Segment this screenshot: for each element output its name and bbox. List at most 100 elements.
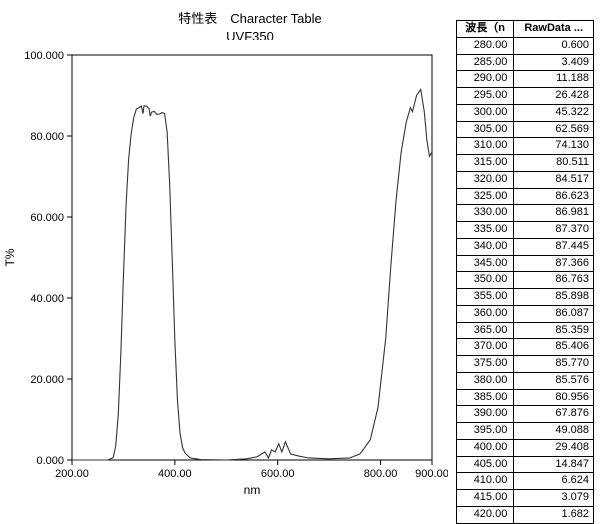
svg-text:200.00: 200.00 <box>55 468 89 480</box>
cell-wavelength: 370.00 <box>457 339 514 356</box>
cell-wavelength: 345.00 <box>457 255 514 272</box>
cell-wavelength: 385.00 <box>457 389 514 406</box>
table-row: 295.0026.428 <box>457 88 594 105</box>
table-row: 390.0067.876 <box>457 406 594 423</box>
cell-rawdata: 80.956 <box>514 389 594 406</box>
cell-wavelength: 365.00 <box>457 322 514 339</box>
cell-rawdata: 11.188 <box>514 71 594 88</box>
cell-wavelength: 415.00 <box>457 490 514 507</box>
cell-rawdata: 86.087 <box>514 305 594 322</box>
table-row: 320.0084.517 <box>457 171 594 188</box>
cell-wavelength: 380.00 <box>457 372 514 389</box>
cell-rawdata: 45.322 <box>514 104 594 121</box>
table-row: 365.0085.359 <box>457 322 594 339</box>
cell-wavelength: 390.00 <box>457 406 514 423</box>
cell-wavelength: 335.00 <box>457 222 514 239</box>
cell-rawdata: 85.898 <box>514 289 594 306</box>
table-row: 405.0014.847 <box>457 456 594 473</box>
cell-rawdata: 85.576 <box>514 372 594 389</box>
svg-text:20.000: 20.000 <box>30 374 64 386</box>
cell-wavelength: 355.00 <box>457 289 514 306</box>
table-row: 280.000.600 <box>457 37 594 54</box>
transmission-chart: 0.00020.00040.00060.00080.000100.000200.… <box>0 40 448 500</box>
cell-rawdata: 85.406 <box>514 339 594 356</box>
cell-rawdata: 14.847 <box>514 456 594 473</box>
cell-rawdata: 87.366 <box>514 255 594 272</box>
svg-text:nm: nm <box>244 483 261 497</box>
cell-rawdata: 86.623 <box>514 188 594 205</box>
cell-wavelength: 360.00 <box>457 305 514 322</box>
cell-wavelength: 315.00 <box>457 155 514 172</box>
cell-rawdata: 0.600 <box>514 37 594 54</box>
data-table: 波長（n RawData ... 280.000.600285.003.4092… <box>456 20 594 524</box>
table-row: 415.003.079 <box>457 490 594 507</box>
cell-wavelength: 290.00 <box>457 71 514 88</box>
svg-text:400.00: 400.00 <box>158 468 192 480</box>
cell-wavelength: 410.00 <box>457 473 514 490</box>
table-row: 355.0085.898 <box>457 289 594 306</box>
table-row: 375.0085.770 <box>457 356 594 373</box>
cell-wavelength: 305.00 <box>457 121 514 138</box>
table-row: 345.0087.366 <box>457 255 594 272</box>
cell-rawdata: 49.088 <box>514 423 594 440</box>
cell-rawdata: 26.428 <box>514 88 594 105</box>
title-line1: 特性表 Character Table <box>150 8 350 27</box>
table-row: 395.0049.088 <box>457 423 594 440</box>
cell-rawdata: 67.876 <box>514 406 594 423</box>
cell-rawdata: 85.770 <box>514 356 594 373</box>
table-header-rawdata: RawData ... <box>514 21 594 38</box>
cell-wavelength: 400.00 <box>457 439 514 456</box>
svg-text:800.00: 800.00 <box>364 468 398 480</box>
cell-wavelength: 395.00 <box>457 423 514 440</box>
table-header-wavelength: 波長（n <box>457 21 514 38</box>
cell-wavelength: 300.00 <box>457 104 514 121</box>
table-row: 410.006.624 <box>457 473 594 490</box>
table-row: 325.0086.623 <box>457 188 594 205</box>
table-row: 290.0011.188 <box>457 71 594 88</box>
cell-wavelength: 350.00 <box>457 272 514 289</box>
cell-rawdata: 3.409 <box>514 54 594 71</box>
cell-rawdata: 86.763 <box>514 272 594 289</box>
table-row: 380.0085.576 <box>457 372 594 389</box>
cell-rawdata: 87.370 <box>514 222 594 239</box>
table-row: 305.0062.569 <box>457 121 594 138</box>
svg-text:0.000: 0.000 <box>36 455 64 467</box>
cell-wavelength: 285.00 <box>457 54 514 71</box>
cell-rawdata: 29.408 <box>514 439 594 456</box>
table-row: 285.003.409 <box>457 54 594 71</box>
table-row: 335.0087.370 <box>457 222 594 239</box>
svg-text:40.000: 40.000 <box>30 293 64 305</box>
table-row: 340.0087.445 <box>457 238 594 255</box>
data-table-container: 波長（n RawData ... 280.000.600285.003.4092… <box>456 20 594 524</box>
cell-wavelength: 340.00 <box>457 238 514 255</box>
cell-wavelength: 330.00 <box>457 205 514 222</box>
svg-text:100.000: 100.000 <box>24 50 64 62</box>
table-row: 370.0085.406 <box>457 339 594 356</box>
table-row: 420.001.682 <box>457 506 594 523</box>
cell-wavelength: 420.00 <box>457 506 514 523</box>
svg-text:600.00: 600.00 <box>261 468 295 480</box>
cell-rawdata: 62.569 <box>514 121 594 138</box>
table-row: 310.0074.130 <box>457 138 594 155</box>
cell-wavelength: 375.00 <box>457 356 514 373</box>
table-row: 315.0080.511 <box>457 155 594 172</box>
table-row: 400.0029.408 <box>457 439 594 456</box>
cell-rawdata: 3.079 <box>514 490 594 507</box>
cell-wavelength: 320.00 <box>457 171 514 188</box>
cell-wavelength: 310.00 <box>457 138 514 155</box>
svg-text:900.00: 900.00 <box>415 468 448 480</box>
svg-text:T%: T% <box>3 248 17 266</box>
table-row: 385.0080.956 <box>457 389 594 406</box>
cell-rawdata: 86.981 <box>514 205 594 222</box>
cell-rawdata: 1.682 <box>514 506 594 523</box>
cell-wavelength: 405.00 <box>457 456 514 473</box>
cell-rawdata: 6.624 <box>514 473 594 490</box>
table-row: 300.0045.322 <box>457 104 594 121</box>
table-row: 360.0086.087 <box>457 305 594 322</box>
cell-rawdata: 85.359 <box>514 322 594 339</box>
cell-rawdata: 80.511 <box>514 155 594 172</box>
cell-rawdata: 74.130 <box>514 138 594 155</box>
cell-wavelength: 280.00 <box>457 37 514 54</box>
table-row: 330.0086.981 <box>457 205 594 222</box>
svg-text:60.000: 60.000 <box>30 212 64 224</box>
